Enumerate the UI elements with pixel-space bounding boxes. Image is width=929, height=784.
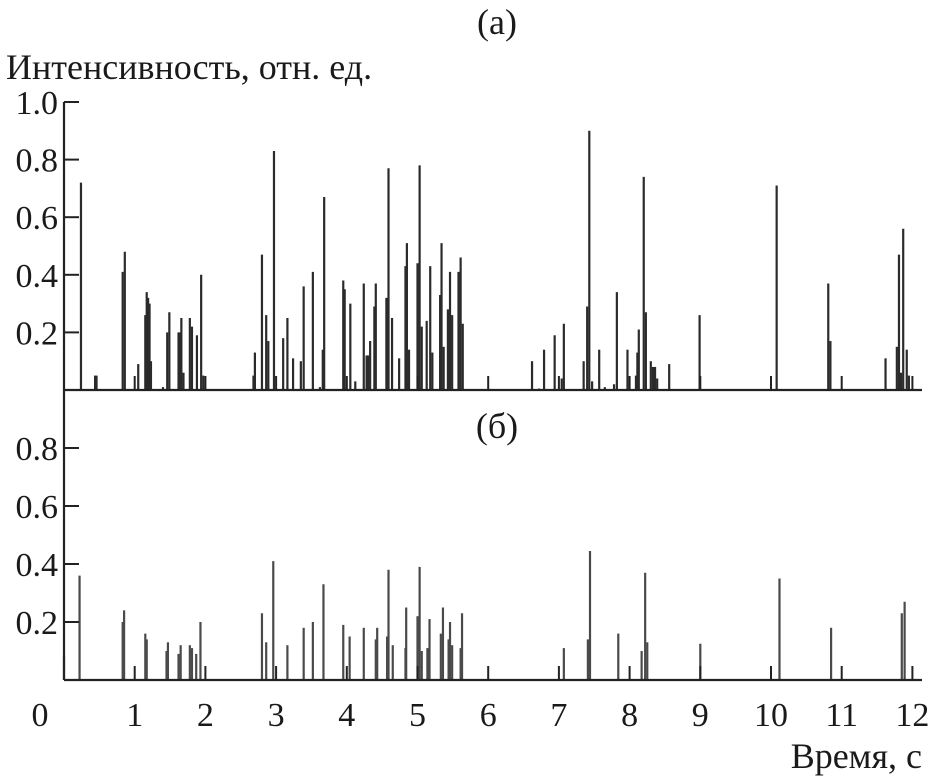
panel-b-label: (б) [476,406,518,446]
y-tick-label: 0.6 [16,200,59,237]
axes: 0.20.40.60.81.00.20.40.60.80 1 2 3 4 5 6 7 8 9 10 1… [16,85,929,734]
panel-a [79,130,910,390]
x-axis-label: Время, с [791,736,922,776]
x-tick-label: 7 [550,697,567,734]
y-tick-label: 0.2 [16,605,59,642]
y-tick-label: 0.4 [16,258,59,295]
y-axis-label: Интенсивность, отн. ед. [6,47,372,87]
y-tick-label: 0.2 [16,315,59,352]
x-tick-label: 5 [409,697,426,734]
y-tick-label: 0.8 [16,431,59,468]
y-tick-label: 0.8 [16,143,59,180]
x-tick-label: 12 [895,697,929,734]
x-tick-label: 9 [692,697,709,734]
x-tick-label: 0 [32,697,49,734]
x-tick-label: 1 [126,697,143,734]
x-tick-label: 11 [825,697,858,734]
x-tick-label: 4 [338,697,355,734]
x-tick-label: 2 [197,697,214,734]
x-tick-label: 8 [621,697,638,734]
y-tick-label: 1.0 [16,85,59,122]
y-tick-label: 0.6 [16,489,59,526]
x-tick-label: 10 [754,697,788,734]
x-tick-label: 3 [268,697,285,734]
y-tick-label: 0.4 [16,547,59,584]
panel-a-label: (а) [477,2,517,42]
panel-b [62,550,906,680]
x-tick-label: 6 [480,697,497,734]
